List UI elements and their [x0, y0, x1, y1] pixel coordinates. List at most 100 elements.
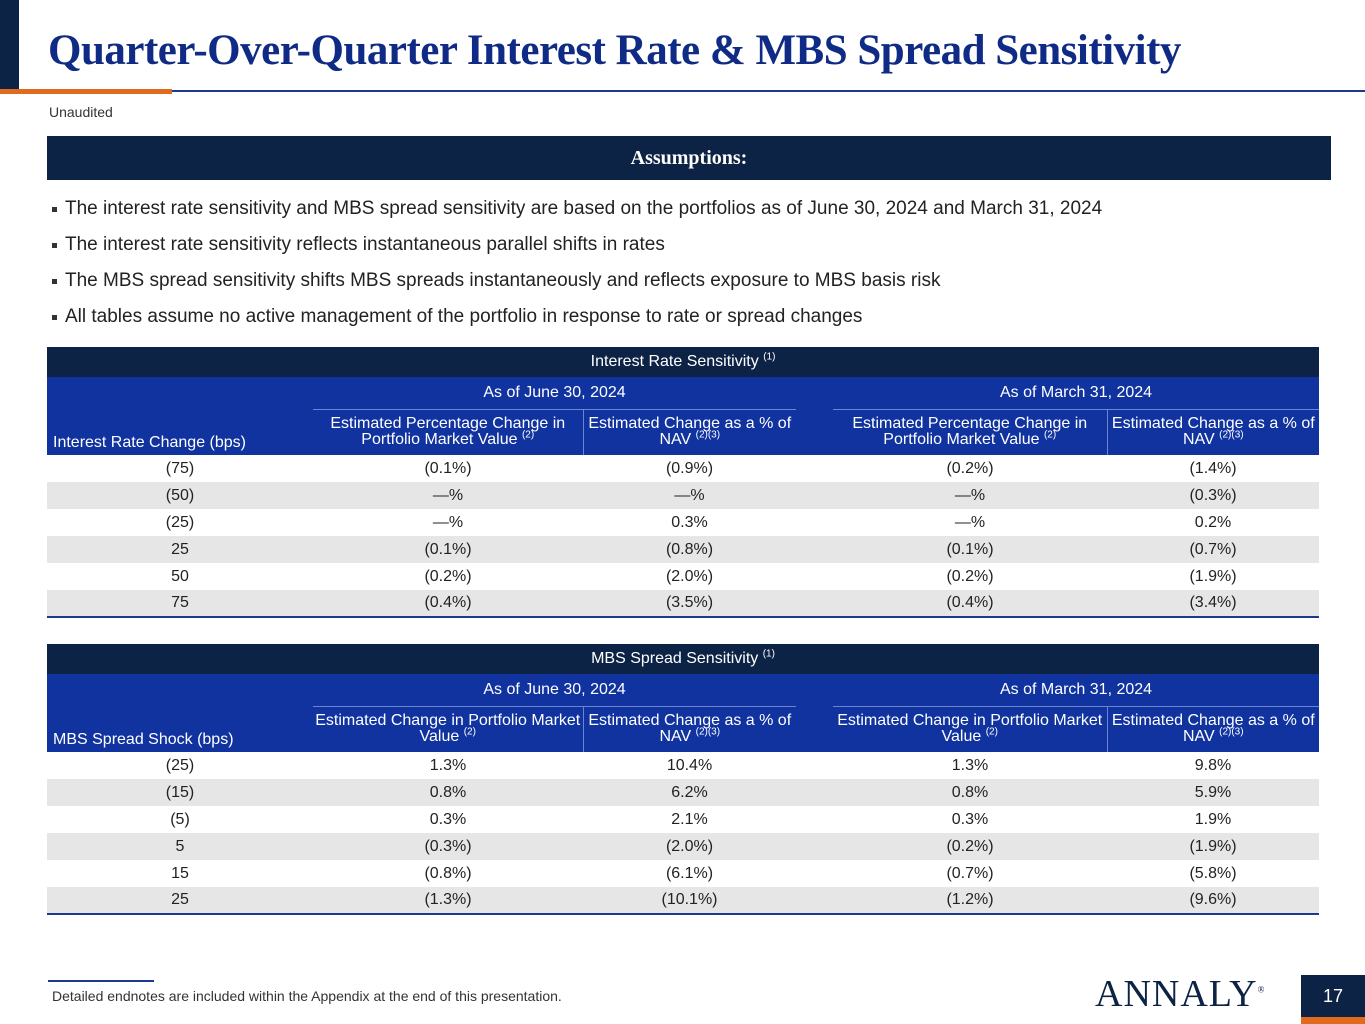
page-title: Quarter-Over-Quarter Interest Rate & MBS… [48, 27, 1181, 74]
table-row: 50 (0.2%) (2.0%) (0.2%) (1.9%) [47, 563, 1319, 590]
table-cell: (75) [165, 459, 195, 477]
table-cell: 25 [47, 887, 313, 915]
table-cell: (2.0%) [583, 833, 796, 860]
column-header: Estimated Change as a % of NAV (2)(3) [1106, 706, 1320, 752]
footnote-divider [48, 980, 154, 982]
table-cell: 0.8% [833, 779, 1107, 806]
period-header-row: MBS Spread Shock (bps) As of June 30, 20… [47, 674, 1320, 752]
assumption-item: The interest rate sensitivity reflects i… [52, 227, 1332, 263]
header-spacer-cell [796, 377, 833, 409]
table-cell: 10.4% [666, 756, 713, 774]
page-number-accent [1301, 1017, 1365, 1024]
title-accent-line [0, 89, 172, 94]
table-cell: (0.4%) [833, 590, 1107, 618]
table-cell: (15) [47, 779, 313, 806]
table-cell: 0.3% [671, 513, 708, 531]
row-header: Interest Rate Change (bps) [47, 377, 313, 455]
table-cell: (1.3%) [313, 887, 583, 915]
table-cell: (0.1%) [833, 536, 1107, 563]
table-cell: —% [954, 513, 986, 531]
table-cell: (50) [47, 482, 313, 509]
header-spacer-cell [796, 674, 833, 706]
column-header: Estimated Percentage Change in Portfolio… [313, 409, 583, 455]
column-header-row: Estimated Change in Portfolio Market Val… [47, 706, 1320, 752]
table-cell: 0.3% [429, 810, 467, 828]
table-cell: (5.8%) [1189, 864, 1237, 882]
table-cell: (0.4%) [313, 590, 583, 618]
table-row: 5 (0.3%) (2.0%) (0.2%) (1.9%) [47, 833, 1320, 860]
table-cell: 1.3% [429, 756, 467, 774]
table-cell: (0.8%) [583, 536, 796, 563]
table-cell: (0.3%) [313, 833, 583, 860]
table-cell: 2.1% [671, 810, 708, 828]
table-row: (25) —% 0.3% —% 0.2% [47, 509, 1319, 536]
table-cell: —% [833, 482, 1107, 509]
period-header-row: Interest Rate Change (bps) As of June 30… [47, 377, 1320, 455]
bullet-marker [52, 314, 57, 320]
table-cell: (25) [165, 513, 195, 531]
assumption-item: The interest rate sensitivity and MBS sp… [52, 191, 1332, 227]
table-spacer-cell [796, 590, 833, 618]
table-cell: (9.6%) [1107, 887, 1320, 915]
table-title-row: Interest Rate Sensitivity (1) [47, 347, 1320, 377]
table-row: (15) 0.8% 6.2% 0.8% 5.9% [47, 779, 1320, 806]
table-cell: 0.8% [313, 779, 583, 806]
table-cell: (0.7%) [946, 864, 994, 882]
table-cell: 5.9% [1107, 779, 1320, 806]
period-june-header: As of June 30, 2024 [313, 674, 796, 707]
period-march-header: As of March 31, 2024 [833, 674, 1320, 707]
mbs-spread-sensitivity-table: MBS Spread Sensitivity (1) MBS Spread Sh… [47, 644, 1320, 915]
table-cell: (25) [165, 756, 195, 774]
table-row: (25) 1.3% 10.4% 1.3% 9.8% [47, 752, 1319, 779]
table-cell: (3.4%) [1107, 590, 1320, 618]
table-cell: 15 [171, 864, 189, 882]
table-spacer-cell [796, 509, 833, 536]
column-header: Estimated Change in Portfolio Market Val… [833, 706, 1107, 752]
header-spacer-cell [796, 706, 833, 752]
table-spacer-cell [796, 482, 833, 509]
row-header: MBS Spread Shock (bps) [47, 674, 313, 752]
table-cell: (1.2%) [833, 887, 1107, 915]
table-cell: (0.2%) [833, 833, 1107, 860]
table-cell: (0.9%) [665, 459, 714, 477]
table-cell: 1.3% [951, 756, 989, 774]
table-cell: (0.2%) [424, 567, 472, 585]
table-cell: 0.2% [1194, 513, 1232, 531]
table-spacer-cell [796, 752, 833, 779]
table-cell: 9.8% [1194, 756, 1232, 774]
table-cell: (1.9%) [1107, 833, 1320, 860]
table-cell: (3.5%) [583, 590, 796, 618]
table-spacer-cell [796, 536, 833, 563]
column-header: Estimated Change as a % of NAV (2)(3) [582, 409, 796, 455]
header-accent-bar [0, 0, 19, 90]
table-cell: (0.2%) [946, 459, 994, 477]
page-number: 17 [1301, 975, 1365, 1017]
table-row: 25 (1.3%) (10.1%) (1.2%) (9.6%) [47, 887, 1320, 915]
footnote: Detailed endnotes are included within th… [52, 988, 562, 1004]
bullet-marker [52, 278, 57, 284]
table-cell: (0.2%) [946, 567, 994, 585]
annaly-logo: ANNALY® [1095, 973, 1266, 1015]
table-title-row: MBS Spread Sensitivity (1) [47, 644, 1320, 674]
table-spacer-cell [796, 833, 833, 860]
table-cell: —% [432, 513, 464, 531]
table-cell: —% [313, 482, 583, 509]
table-cell: 1.9% [1194, 810, 1232, 828]
assumptions-heading: Assumptions: [47, 136, 1331, 180]
table-cell: 50 [171, 567, 189, 585]
table-cell: 5 [47, 833, 313, 860]
table-row: (75) (0.1%) (0.9%) (0.2%) (1.4%) [47, 455, 1319, 482]
table-row: 75 (0.4%) (3.5%) (0.4%) (3.4%) [47, 590, 1320, 618]
table-cell: (10.1%) [583, 887, 796, 915]
column-header: Estimated Percentage Change in Portfolio… [833, 409, 1107, 455]
table-cell: 75 [47, 590, 313, 618]
table-cell: (1.9%) [1189, 567, 1237, 585]
table-spacer-cell [796, 779, 833, 806]
column-header-row: Estimated Percentage Change in Portfolio… [47, 409, 1320, 455]
table-cell: 0.3% [951, 810, 989, 828]
table-row: (50) —% —% —% (0.3%) [47, 482, 1320, 509]
table-title: Interest Rate Sensitivity (1) [47, 347, 1320, 377]
table-cell: (0.3%) [1107, 482, 1320, 509]
period-march-header: As of March 31, 2024 [833, 377, 1320, 410]
table-cell: (0.1%) [424, 459, 472, 477]
